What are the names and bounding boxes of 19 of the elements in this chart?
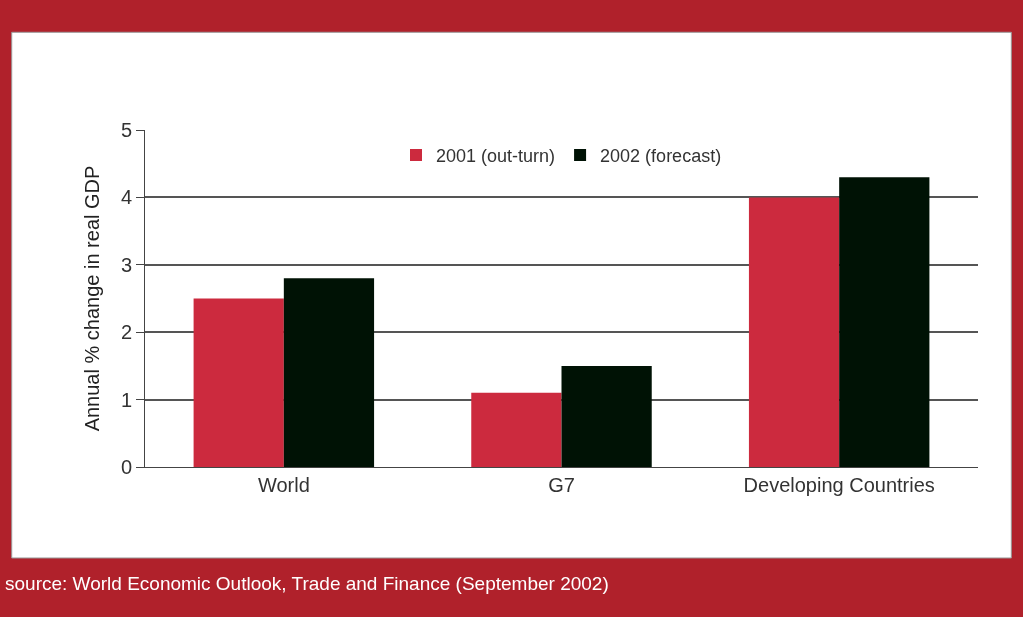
y-tick-label: 2 (120, 321, 132, 344)
bar (748, 197, 840, 467)
x-tick-label: Developing Countries (743, 474, 935, 496)
y-tick-label: 5 (120, 119, 132, 141)
bar (839, 177, 930, 467)
source-note: source: World Economic Outlook, Trade and Finance (September 2002) (5, 573, 609, 594)
bar (283, 278, 375, 467)
legend-label: 2001 (out-turn) (436, 145, 556, 166)
y-tick-label: 1 (120, 388, 132, 411)
bar (193, 298, 284, 467)
y-tick-label: 3 (120, 253, 132, 276)
bar (561, 365, 652, 467)
y-tick-label: 4 (120, 186, 132, 209)
x-tick-label: G7 (548, 474, 575, 496)
x-tick-label: World (257, 474, 310, 496)
legend-label: 2002 (forecast) (600, 145, 722, 166)
y-axis-title: Annual % change in real GDP (81, 165, 104, 432)
bar (471, 392, 562, 467)
y-tick-label: 0 (120, 456, 132, 478)
